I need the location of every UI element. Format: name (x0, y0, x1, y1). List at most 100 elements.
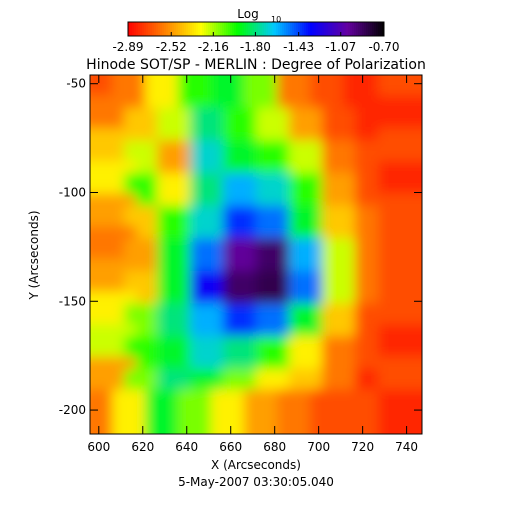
colorbar-tick-label: -1.07 (325, 40, 356, 54)
colorbar-swatch (280, 22, 283, 36)
colorbar-swatch (168, 22, 171, 36)
colorbar-swatch (336, 22, 339, 36)
colorbar-swatch (196, 22, 199, 36)
colorbar-tick-label: -2.52 (156, 40, 187, 54)
heat-cell (190, 336, 224, 370)
colorbar-swatch (146, 22, 149, 36)
colorbar-swatch (262, 22, 265, 36)
colorbar-swatch (166, 22, 169, 36)
colorbar-swatch (300, 22, 303, 36)
colorbar-swatch (298, 22, 301, 36)
heat-cell (288, 205, 323, 239)
heat-cell (288, 270, 323, 304)
heat-cell (321, 107, 356, 141)
colorbar-swatch (332, 22, 335, 36)
colorbar-swatch (266, 22, 269, 36)
colorbar-swatch (144, 22, 147, 36)
colorbar-swatch (192, 22, 195, 36)
heat-cell (157, 172, 191, 207)
heat-cell (256, 238, 290, 272)
colorbar-swatch (324, 22, 327, 36)
heat-cell (157, 303, 191, 337)
heat-cell (321, 205, 356, 239)
colorbar-swatch (140, 22, 143, 36)
colorbar-swatch (198, 22, 201, 36)
heat-cell (321, 172, 356, 207)
colorbar-swatch (224, 22, 227, 36)
colorbar-swatch (306, 22, 309, 36)
colorbar-swatch (208, 22, 211, 36)
heat-cell (223, 172, 257, 207)
colorbar-swatch (210, 22, 213, 36)
colorbar-swatch (186, 22, 189, 36)
heat-cell (223, 140, 257, 174)
colorbar-swatch (156, 22, 159, 36)
colorbar-swatch (334, 22, 337, 36)
x-tick-label: 680 (263, 440, 286, 454)
colorbar-swatch (240, 22, 243, 36)
colorbar-swatch (258, 22, 261, 36)
colorbar-swatch (132, 22, 135, 36)
colorbar-tick-label: -0.70 (368, 40, 399, 54)
colorbar-swatch (380, 22, 383, 36)
heat-cell (256, 303, 290, 337)
colorbar-swatch (190, 22, 193, 36)
heat-cell (256, 205, 290, 239)
colorbar-swatch (322, 22, 325, 36)
colorbar-swatch (310, 22, 313, 36)
x-tick-label: 600 (87, 440, 110, 454)
heat-cell (256, 107, 290, 141)
colorbar-swatch (242, 22, 245, 36)
colorbar-swatch (172, 22, 175, 36)
colorbar-swatch (148, 22, 151, 36)
colorbar-swatch (170, 22, 173, 36)
map (90, 75, 422, 434)
heat-cell (190, 303, 224, 337)
heat-cell (256, 270, 290, 304)
heat-cell (190, 172, 224, 207)
footer: 5-May-2007 03:30:05.040 (178, 475, 334, 489)
heat-cell (157, 205, 191, 239)
colorbar-swatch (318, 22, 321, 36)
y-tick-label: -50 (66, 77, 86, 91)
y-tick-label: -100 (59, 185, 86, 199)
colorbar-swatch (162, 22, 165, 36)
colorbar-swatch (340, 22, 343, 36)
heat-cell (288, 303, 323, 337)
colorbar-swatch (360, 22, 363, 36)
heat-cell (256, 336, 290, 370)
plot-frame (89, 74, 423, 435)
colorbar-label-sub: 10 (271, 15, 281, 24)
colorbar-swatch (352, 22, 355, 36)
colorbar-swatch (130, 22, 133, 36)
colorbar-swatch (252, 22, 255, 36)
x-tick-label: 640 (175, 440, 198, 454)
heat-cell (157, 336, 191, 370)
colorbar-swatch (372, 22, 375, 36)
heat-cell (157, 238, 191, 272)
colorbar-tick-label: -2.89 (112, 40, 143, 54)
colorbar-swatch (212, 22, 215, 36)
heat-cell (321, 238, 356, 272)
heat-cell (223, 303, 257, 337)
colorbar-swatch (344, 22, 347, 36)
y-tick-label: -150 (59, 294, 86, 308)
colorbar-swatch (160, 22, 163, 36)
x-tick-label: 720 (351, 440, 374, 454)
colorbar-swatch (142, 22, 145, 36)
colorbar-frame (127, 21, 385, 37)
colorbar-swatch (178, 22, 181, 36)
colorbar-swatch (194, 22, 197, 36)
colorbar-swatch (264, 22, 267, 36)
colorbar-swatch (128, 22, 131, 36)
x-tick-label: 660 (219, 440, 242, 454)
colorbar-swatch (278, 22, 281, 36)
colorbar-swatch (254, 22, 257, 36)
heat-cell (157, 270, 191, 304)
heat-cell (321, 303, 356, 337)
cells (90, 75, 422, 434)
colorbar-swatch (338, 22, 341, 36)
colorbar-swatch (164, 22, 167, 36)
colorbar-swatch (274, 22, 277, 36)
colorbar-swatch (182, 22, 185, 36)
